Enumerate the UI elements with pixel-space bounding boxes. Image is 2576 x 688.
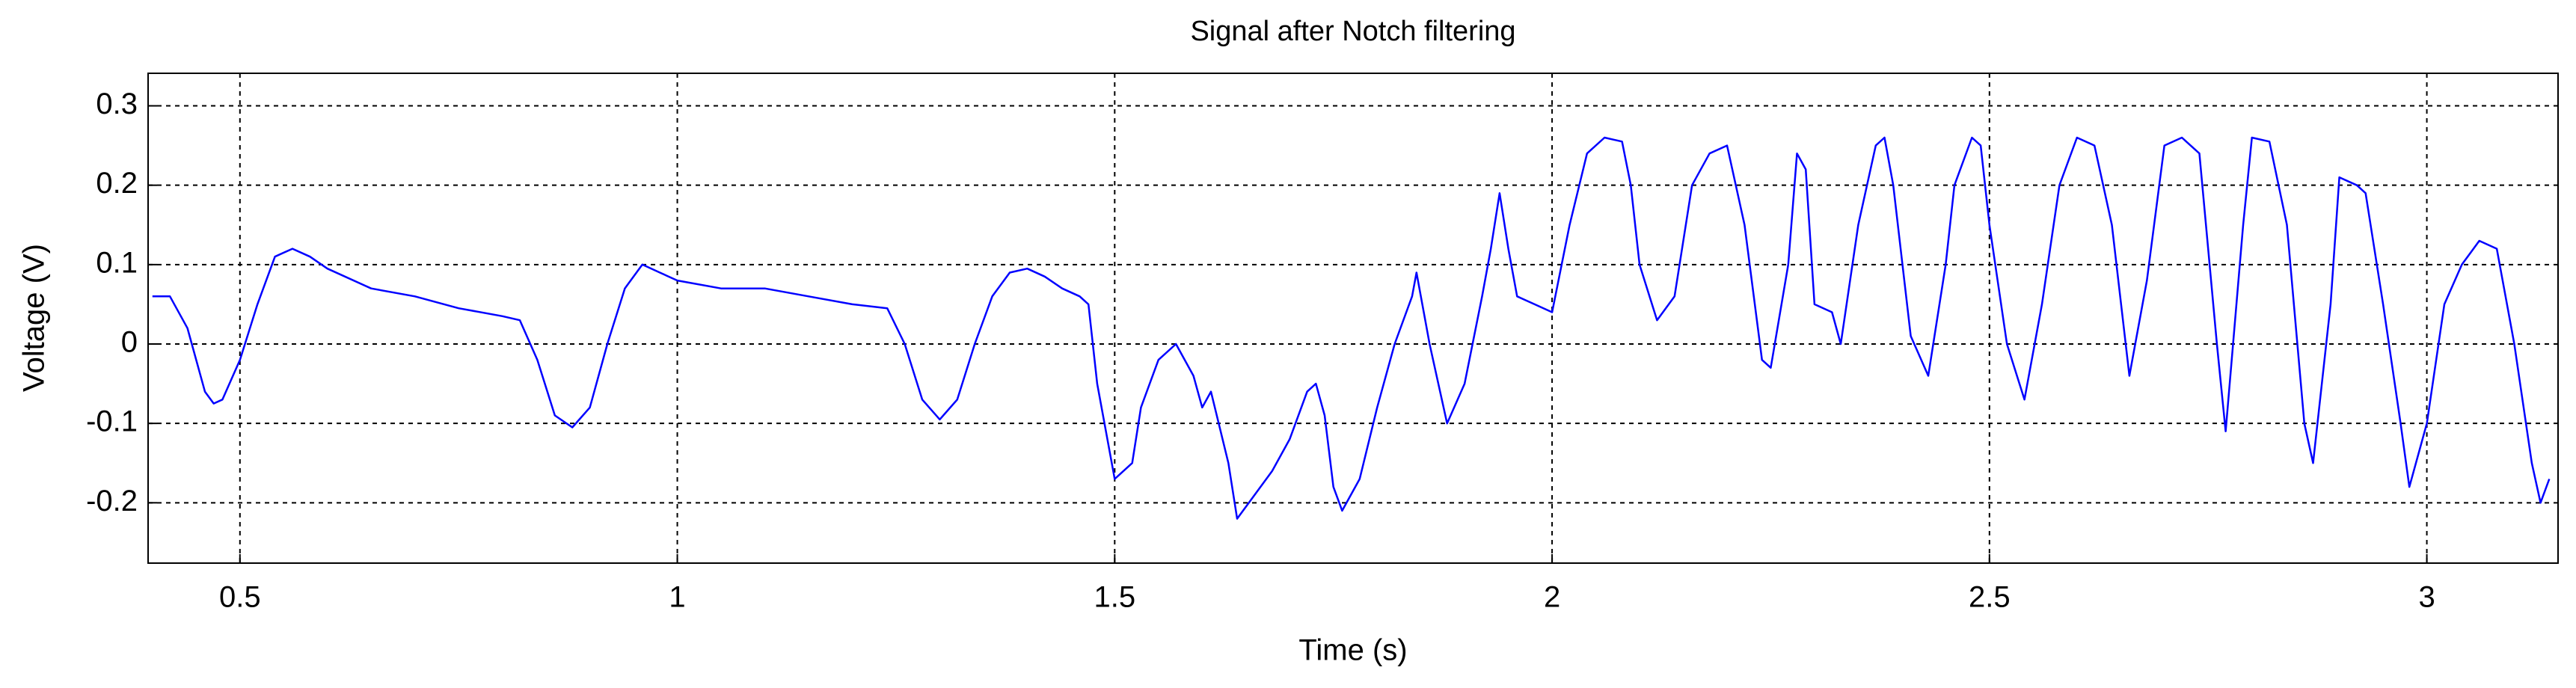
y-tick-label: 0.1 — [96, 246, 138, 279]
y-tick-label: -0.2 — [86, 485, 138, 517]
x-axis-label: Time (s) — [1298, 634, 1407, 667]
x-tick-label: 0.5 — [219, 581, 261, 614]
plot-frame — [147, 73, 2559, 564]
signal-line — [152, 136, 2551, 520]
x-tick-label: 2 — [1544, 581, 1560, 614]
y-tick-label: -0.1 — [86, 405, 138, 438]
y-tick-label: 0.3 — [96, 87, 138, 120]
x-tick-label: 3 — [2418, 581, 2435, 614]
chart-title: Signal after Notch filtering — [1190, 16, 1515, 47]
x-tick-label: 1 — [669, 581, 685, 614]
y-tick-label: 0 — [121, 326, 138, 359]
x-tick-label: 2.5 — [1969, 581, 2011, 614]
y-axis-label: Voltage (V) — [18, 244, 51, 392]
y-tick-label: 0.2 — [96, 167, 138, 200]
x-tick-label: 1.5 — [1094, 581, 1136, 614]
